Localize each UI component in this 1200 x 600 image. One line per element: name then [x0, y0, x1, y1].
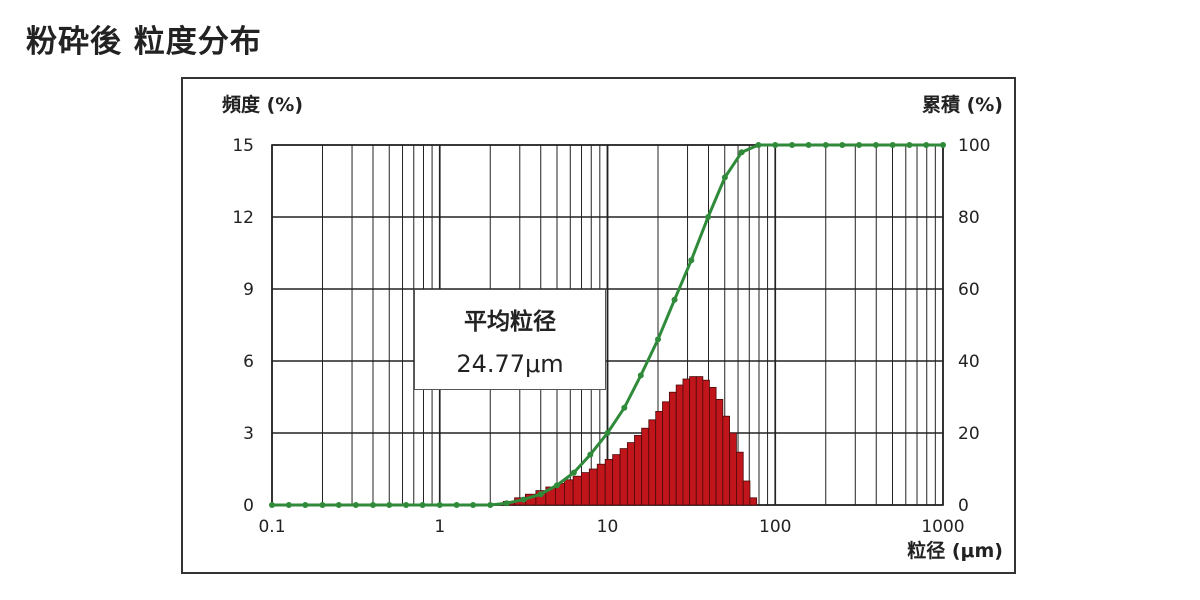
cumulative-point	[923, 142, 930, 148]
histogram-bar	[682, 378, 691, 506]
histogram-bar	[668, 391, 677, 506]
y-right-tick-label: 0	[958, 496, 969, 516]
x-tick-label: 1	[434, 517, 445, 537]
cumulative-point	[772, 142, 779, 148]
y-right-tick-label: 40	[958, 352, 980, 372]
histogram-bar	[588, 468, 598, 506]
y-left-axis-title: 頻度 (%)	[222, 93, 303, 116]
x-tick-label: 10	[597, 517, 619, 537]
cumulative-point	[285, 502, 292, 508]
histogram-bar	[702, 379, 710, 506]
cumulative-point	[637, 372, 644, 379]
cumulative-point	[872, 142, 879, 148]
grid-layer	[271, 144, 944, 506]
cumulative-point	[470, 502, 477, 508]
cumulative-point	[419, 502, 426, 508]
y-right-axis-title: 累積 (%)	[922, 93, 1003, 116]
y-left-tick-label: 6	[243, 352, 254, 372]
y-left-tick-label: 9	[243, 280, 254, 300]
page-title: 粉砕後 粒度分布	[26, 24, 262, 60]
cumulative-point	[721, 174, 728, 181]
line-layer	[269, 142, 946, 508]
cumulative-point	[587, 451, 594, 458]
histogram-bar	[722, 415, 731, 506]
mean-particle-size-value: 24.77μm	[456, 350, 564, 378]
cumulative-point	[839, 142, 846, 148]
histogram-bar	[689, 376, 697, 506]
y-right-tick-label: 60	[958, 280, 980, 300]
histogram-bar	[612, 454, 621, 506]
x-tick-label: 100	[759, 517, 791, 537]
y-right-tick-label: 20	[958, 424, 980, 444]
cumulative-point	[335, 502, 342, 508]
cumulative-point	[453, 502, 460, 508]
cumulative-point	[554, 482, 561, 489]
tick-layer: 0 3 6 9 12 15 0 20 40 60 80 100 0.1 1 10 100 1000	[232, 136, 990, 537]
histogram-bar	[619, 448, 628, 506]
cumulative-point	[604, 430, 611, 436]
histogram-bar	[572, 475, 582, 506]
histogram-bar	[736, 451, 744, 506]
mean-particle-size-box: 平均粒径 24.77μm	[414, 289, 606, 390]
histogram-bar	[695, 376, 704, 506]
histogram-bar	[596, 463, 606, 506]
cumulative-point	[789, 142, 796, 148]
cumulative-point	[487, 502, 494, 508]
x-tick-label: 1000	[921, 517, 964, 537]
histogram-bar	[641, 427, 650, 506]
histogram-bar	[655, 410, 663, 506]
cumulative-point	[319, 502, 326, 508]
bar-layer	[490, 376, 758, 506]
y-left-tick-label: 12	[232, 208, 254, 228]
y-left-tick-label: 0	[243, 496, 254, 516]
y-left-tick-label: 15	[232, 136, 254, 156]
histogram-bar	[675, 384, 684, 506]
y-right-tick-label: 100	[958, 136, 990, 156]
histogram-bar	[749, 497, 758, 506]
cumulative-point	[822, 142, 829, 148]
cumulative-point	[856, 142, 863, 148]
chart-frame	[181, 77, 1016, 574]
cumulative-point	[755, 142, 762, 148]
cumulative-point	[738, 149, 745, 156]
histogram-bar	[709, 386, 717, 506]
cumulative-point	[654, 336, 661, 343]
cumulative-point	[688, 257, 695, 264]
cumulative-point	[352, 502, 359, 508]
cumulative-point	[570, 469, 577, 476]
histogram-bar	[742, 480, 751, 506]
cumulative-point	[705, 214, 712, 220]
histogram-bar	[604, 458, 614, 506]
cumulative-point	[537, 491, 544, 498]
histogram-bar	[715, 398, 724, 506]
histogram-bar	[580, 472, 590, 506]
x-axis-title: 粒径 (μm)	[907, 539, 1003, 562]
histogram-bar	[729, 432, 737, 506]
cumulative-point	[621, 404, 628, 411]
cumulative-point	[269, 502, 275, 508]
cumulative-point	[671, 296, 678, 303]
cumulative-point	[302, 502, 309, 508]
cumulative-point	[805, 142, 812, 148]
cumulative-point	[369, 502, 376, 508]
cumulative-point	[906, 142, 913, 148]
y-left-tick-label: 3	[243, 424, 254, 444]
histogram-bar	[634, 434, 643, 506]
histogram-bar	[626, 442, 635, 506]
cumulative-point	[436, 502, 443, 508]
histogram-bar	[648, 419, 657, 506]
mean-particle-size-label: 平均粒径	[464, 309, 556, 335]
x-tick-label: 0.1	[258, 517, 285, 537]
histogram-bar	[564, 479, 574, 506]
cumulative-point	[940, 142, 946, 148]
cumulative-point	[386, 502, 393, 508]
cumulative-point	[889, 142, 896, 148]
cumulative-point	[503, 500, 510, 507]
cumulative-point	[403, 502, 410, 508]
cumulative-point	[520, 496, 527, 503]
histogram-bar	[662, 401, 670, 506]
y-right-tick-label: 80	[958, 208, 980, 228]
